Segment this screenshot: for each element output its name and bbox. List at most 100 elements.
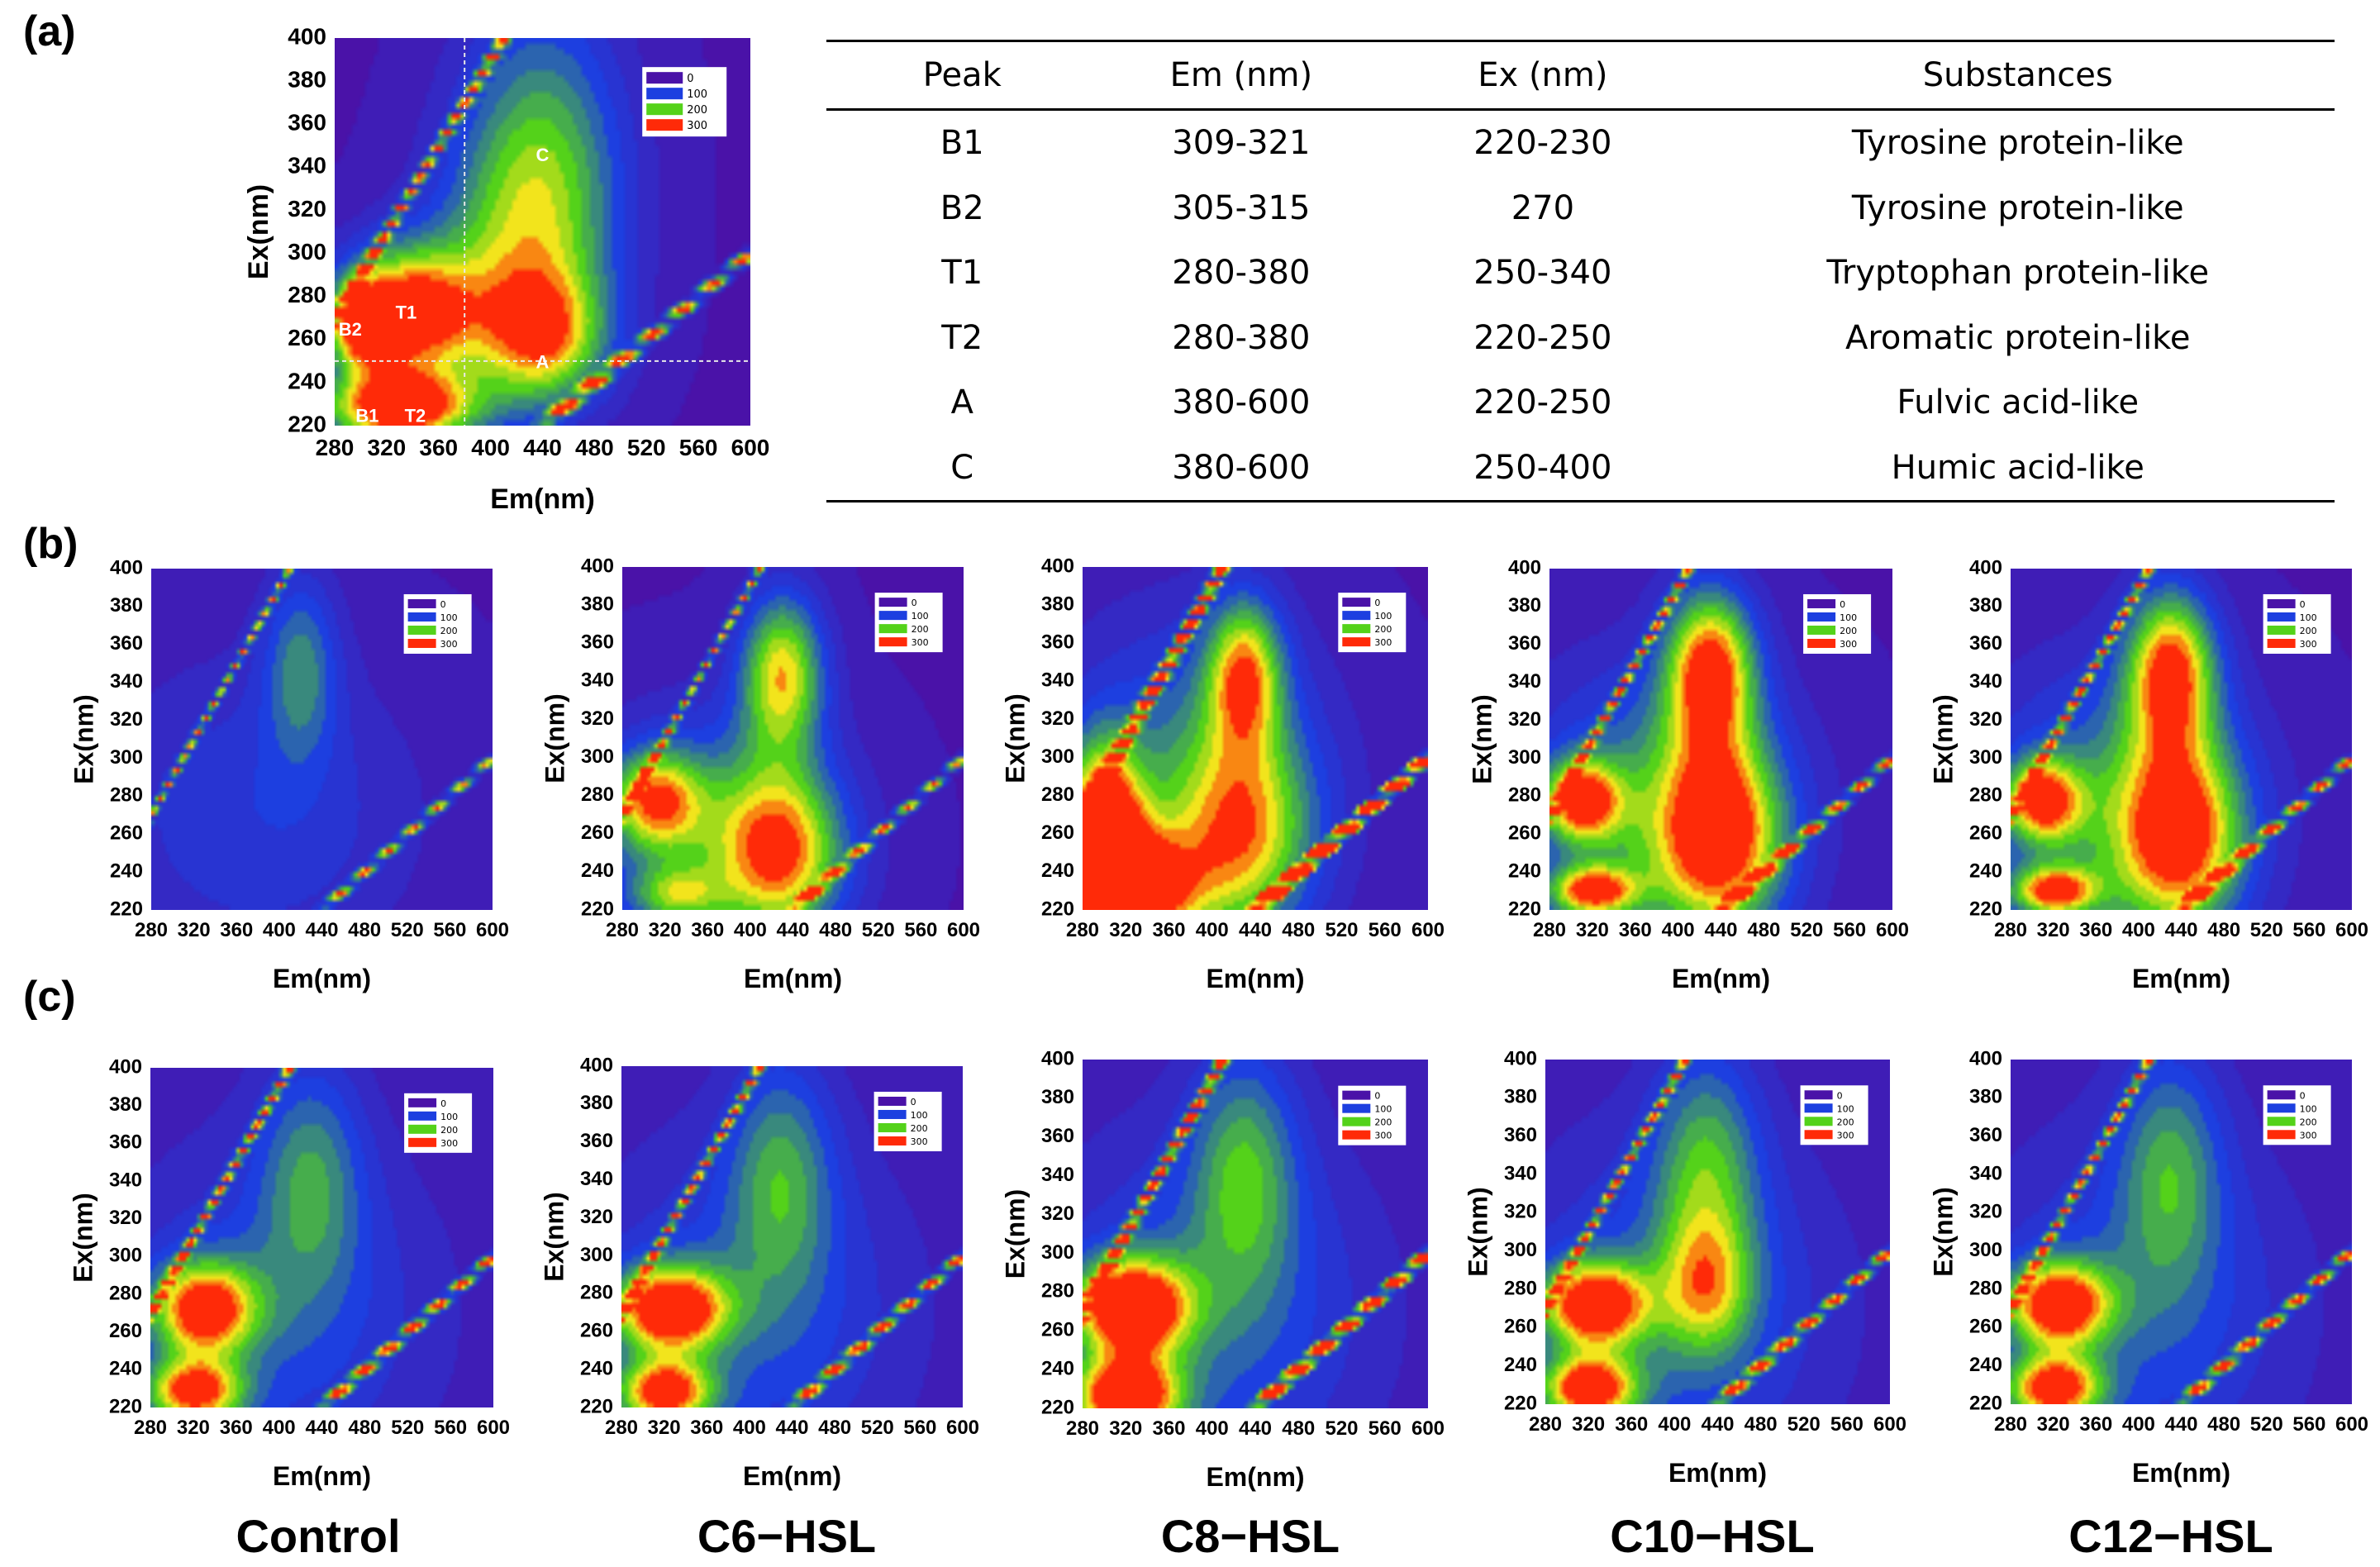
x-tick-label: 400 <box>1196 919 1229 941</box>
legend-label: 200 <box>911 1123 928 1134</box>
legend: 0 100 200 300 <box>642 67 727 137</box>
y-tick-label: 360 <box>109 1131 142 1154</box>
x-tick-label: 480 <box>819 919 852 941</box>
y-tick-label: 280 <box>581 784 614 806</box>
y-tick-label: 300 <box>1969 746 2002 769</box>
legend: 0 100 200 300 <box>404 1093 473 1153</box>
table-row: C 380-600 250-400 Humic acid-like <box>826 435 2335 502</box>
x-tick-label: 520 <box>1790 919 1823 941</box>
table-cell: 220-230 <box>1473 124 1612 163</box>
y-tick-label: 300 <box>1504 1239 1537 1261</box>
legend-swatch <box>2267 1130 2296 1140</box>
y-tick-label: 220 <box>1969 1392 2002 1414</box>
x-tick-label: 400 <box>733 1417 766 1439</box>
table-header-cell: Ex (nm) <box>1384 40 1702 111</box>
y-tick-label: 380 <box>1969 594 2002 617</box>
x-tick-label: 560 <box>679 435 718 460</box>
x-tick-label: 400 <box>734 919 767 941</box>
legend: 0 100 200 300 <box>1338 1085 1407 1145</box>
y-tick-label: 220 <box>288 411 326 436</box>
legend-label: 0 <box>687 73 693 85</box>
y-tick-label: 260 <box>1969 1316 2002 1338</box>
x-tick-label: 560 <box>1368 1417 1402 1440</box>
y-tick-label: 220 <box>1969 898 2002 920</box>
x-tick-label: 440 <box>775 1417 808 1439</box>
y-tick-label: 320 <box>110 708 143 731</box>
x-tick-label: 520 <box>1787 1413 1821 1436</box>
y-tick-label: 240 <box>110 860 143 882</box>
y-tick-label: 220 <box>581 898 614 920</box>
legend-swatch <box>1342 611 1371 621</box>
x-tick-label: 520 <box>861 1417 894 1439</box>
eem-chart-b-c10: 0 100 200 300 280 320 360 400 440 480 520 560 600 220… <box>1468 556 1909 993</box>
x-axis-label: Em(nm) <box>743 1461 841 1491</box>
table-row: B2 305-315 270 Tyrosine protein-like <box>826 176 2335 241</box>
y-tick-label: 280 <box>1969 784 2002 807</box>
x-tick-label: 440 <box>305 919 338 941</box>
x-tick-label: 400 <box>263 919 296 941</box>
x-tick-label: 600 <box>947 919 980 941</box>
table-cell: 380-600 <box>1097 435 1385 502</box>
legend-label: 100 <box>1374 1104 1392 1115</box>
legend-label: 200 <box>1837 1117 1854 1127</box>
y-axis-label: Ex(nm) <box>1929 694 1959 784</box>
legend-swatch <box>878 611 907 621</box>
x-tick-label: 280 <box>1994 1413 2027 1436</box>
y-tick-label: 320 <box>1041 707 1074 730</box>
table-row: T1 280-380 250-340 Tryptophan protein-li… <box>826 241 2335 306</box>
eem-chart-c-c12: 0 100 200 300 280 320 360 400 440 480 520 560 600 220… <box>1929 1047 2368 1488</box>
x-tick-label: 440 <box>1704 919 1737 941</box>
y-tick-label: 300 <box>288 239 326 264</box>
panel-label-b: (b) <box>23 520 79 568</box>
legend-label: 0 <box>440 1098 446 1109</box>
x-tick-label: 360 <box>690 1417 723 1439</box>
table-cell: C <box>826 435 1098 502</box>
table-cell: A <box>950 383 973 422</box>
x-tick-label: 480 <box>348 1417 381 1439</box>
legend-label: 300 <box>687 120 707 132</box>
legend-swatch <box>2267 1090 2296 1100</box>
region-label: T2 <box>405 405 426 426</box>
x-axis-label: Em(nm) <box>273 964 371 993</box>
legend: 0 100 200 300 <box>1338 593 1407 653</box>
x-tick-label: 320 <box>649 919 682 941</box>
y-tick-label: 280 <box>1508 784 1541 807</box>
x-tick-label: 360 <box>2079 1413 2112 1436</box>
column-label-c12-hsl: C12−HSL <box>2068 1510 2273 1562</box>
x-tick-label: 520 <box>2250 919 2283 941</box>
x-tick-label: 440 <box>2164 1413 2197 1436</box>
legend: 0 100 200 300 <box>2263 1085 2331 1145</box>
table-cell: Aromatic protein-like <box>1844 318 2191 357</box>
x-tick-label: 360 <box>1152 1417 1185 1440</box>
x-tick-label: 400 <box>1662 919 1695 941</box>
legend-swatch <box>407 638 436 648</box>
x-tick-label: 280 <box>606 919 639 941</box>
y-tick-label: 320 <box>581 707 614 730</box>
table-cell: 250-400 <box>1384 435 1702 502</box>
y-tick-label: 320 <box>288 196 326 221</box>
y-tick-label: 300 <box>109 1245 142 1267</box>
column-label-c8-hsl: C8−HSL <box>1160 1510 1340 1562</box>
legend-swatch <box>646 119 683 131</box>
y-tick-label: 300 <box>580 1244 613 1266</box>
y-tick-label: 400 <box>1969 1047 2002 1069</box>
table-cell: Humic acid-like <box>1701 435 2335 502</box>
table-cell: T2 <box>941 318 983 357</box>
legend-swatch <box>878 598 907 607</box>
y-tick-label: 260 <box>1041 1319 1074 1341</box>
y-tick-label: 340 <box>581 669 614 692</box>
x-tick-label: 600 <box>477 1417 510 1439</box>
legend-label: 100 <box>687 88 707 101</box>
y-tick-label: 360 <box>580 1130 613 1152</box>
legend-swatch <box>1807 638 1836 648</box>
y-tick-label: 280 <box>1504 1277 1537 1299</box>
legend-swatch <box>2267 638 2296 648</box>
x-tick-label: 320 <box>1576 919 1609 941</box>
x-tick-label: 360 <box>2079 919 2112 941</box>
table-row: A 380-600 220-250 Fulvic acid-like <box>826 370 2335 436</box>
y-tick-label: 240 <box>1508 860 1541 882</box>
legend-swatch <box>646 72 683 84</box>
legend-swatch <box>407 612 436 622</box>
x-axis-label: Em(nm) <box>490 483 595 515</box>
eem-chart-b-control: 0 100 200 300 280 320 360 400 440 480 520 560 600 220… <box>69 556 509 993</box>
